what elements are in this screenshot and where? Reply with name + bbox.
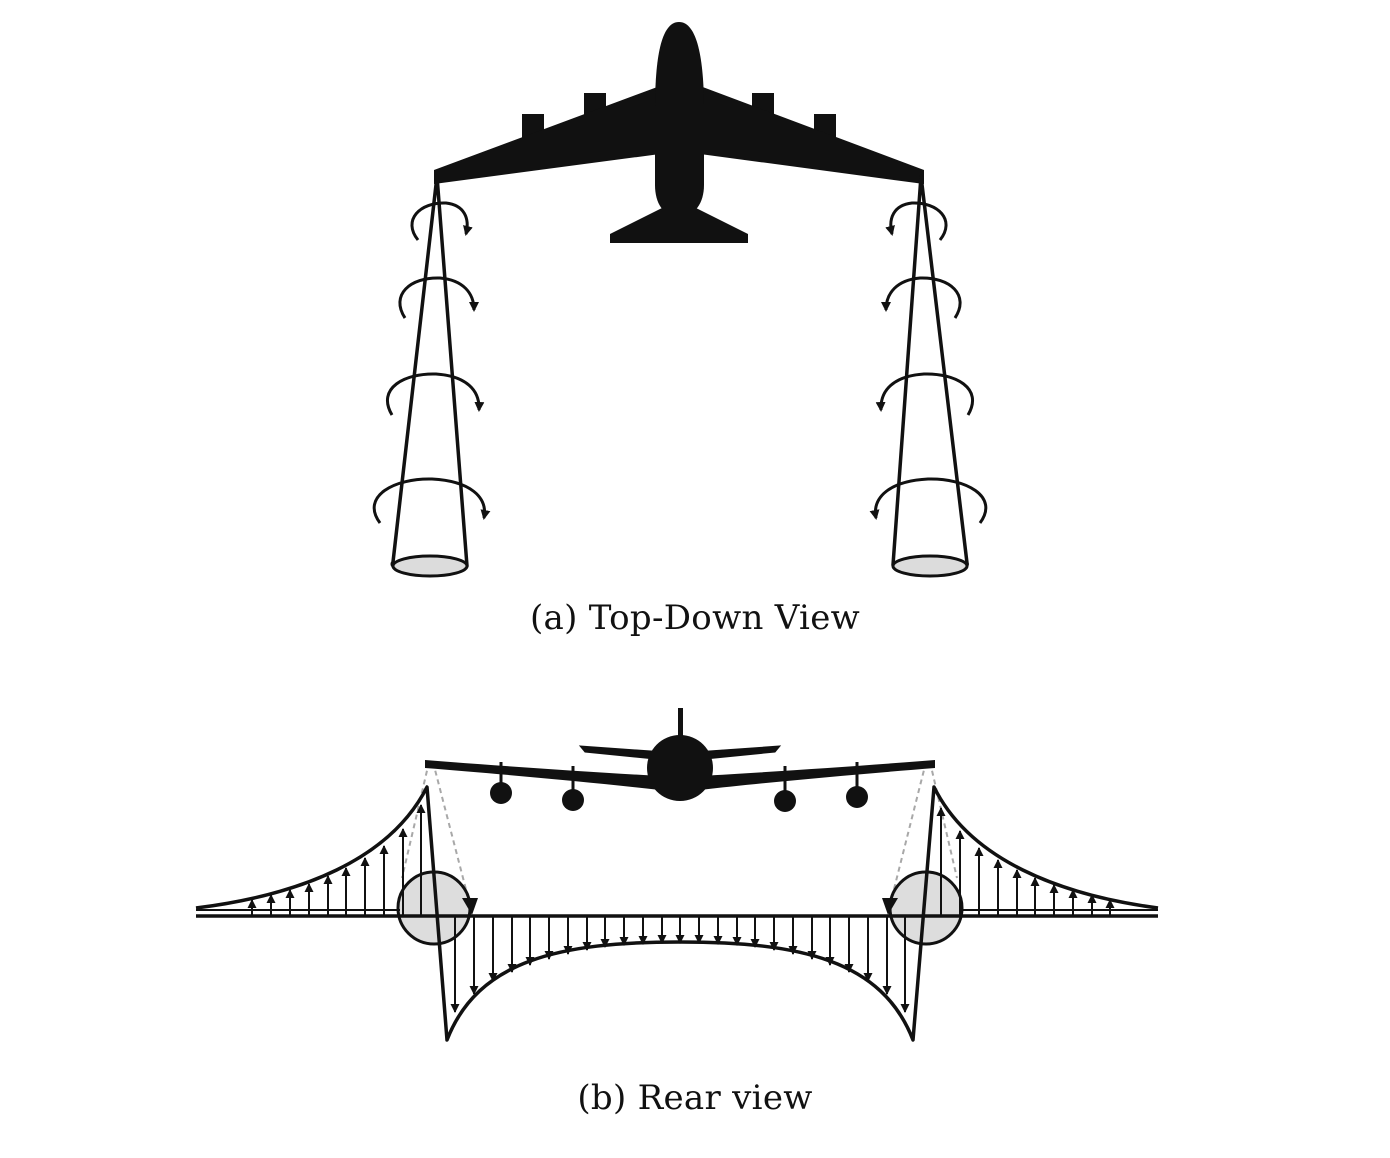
top-down-view xyxy=(372,22,988,578)
velocity-profile xyxy=(195,785,1159,1042)
wingtip-guide-lines xyxy=(401,761,958,906)
curved-arrow-icon xyxy=(869,201,988,524)
caption-rear-view: (b) Rear view xyxy=(577,1078,813,1118)
curved-arrow-icon xyxy=(372,201,491,524)
core-arrowheads xyxy=(462,898,898,915)
rear-view xyxy=(195,708,1159,1042)
airplane-rear-icon xyxy=(425,708,935,812)
flow-arrows xyxy=(247,804,1115,1013)
caption-top-down-view: (a) Top-Down View xyxy=(529,598,861,638)
left-vortex xyxy=(372,174,491,578)
airplane-top-icon xyxy=(434,22,924,243)
right-vortex xyxy=(869,174,988,578)
